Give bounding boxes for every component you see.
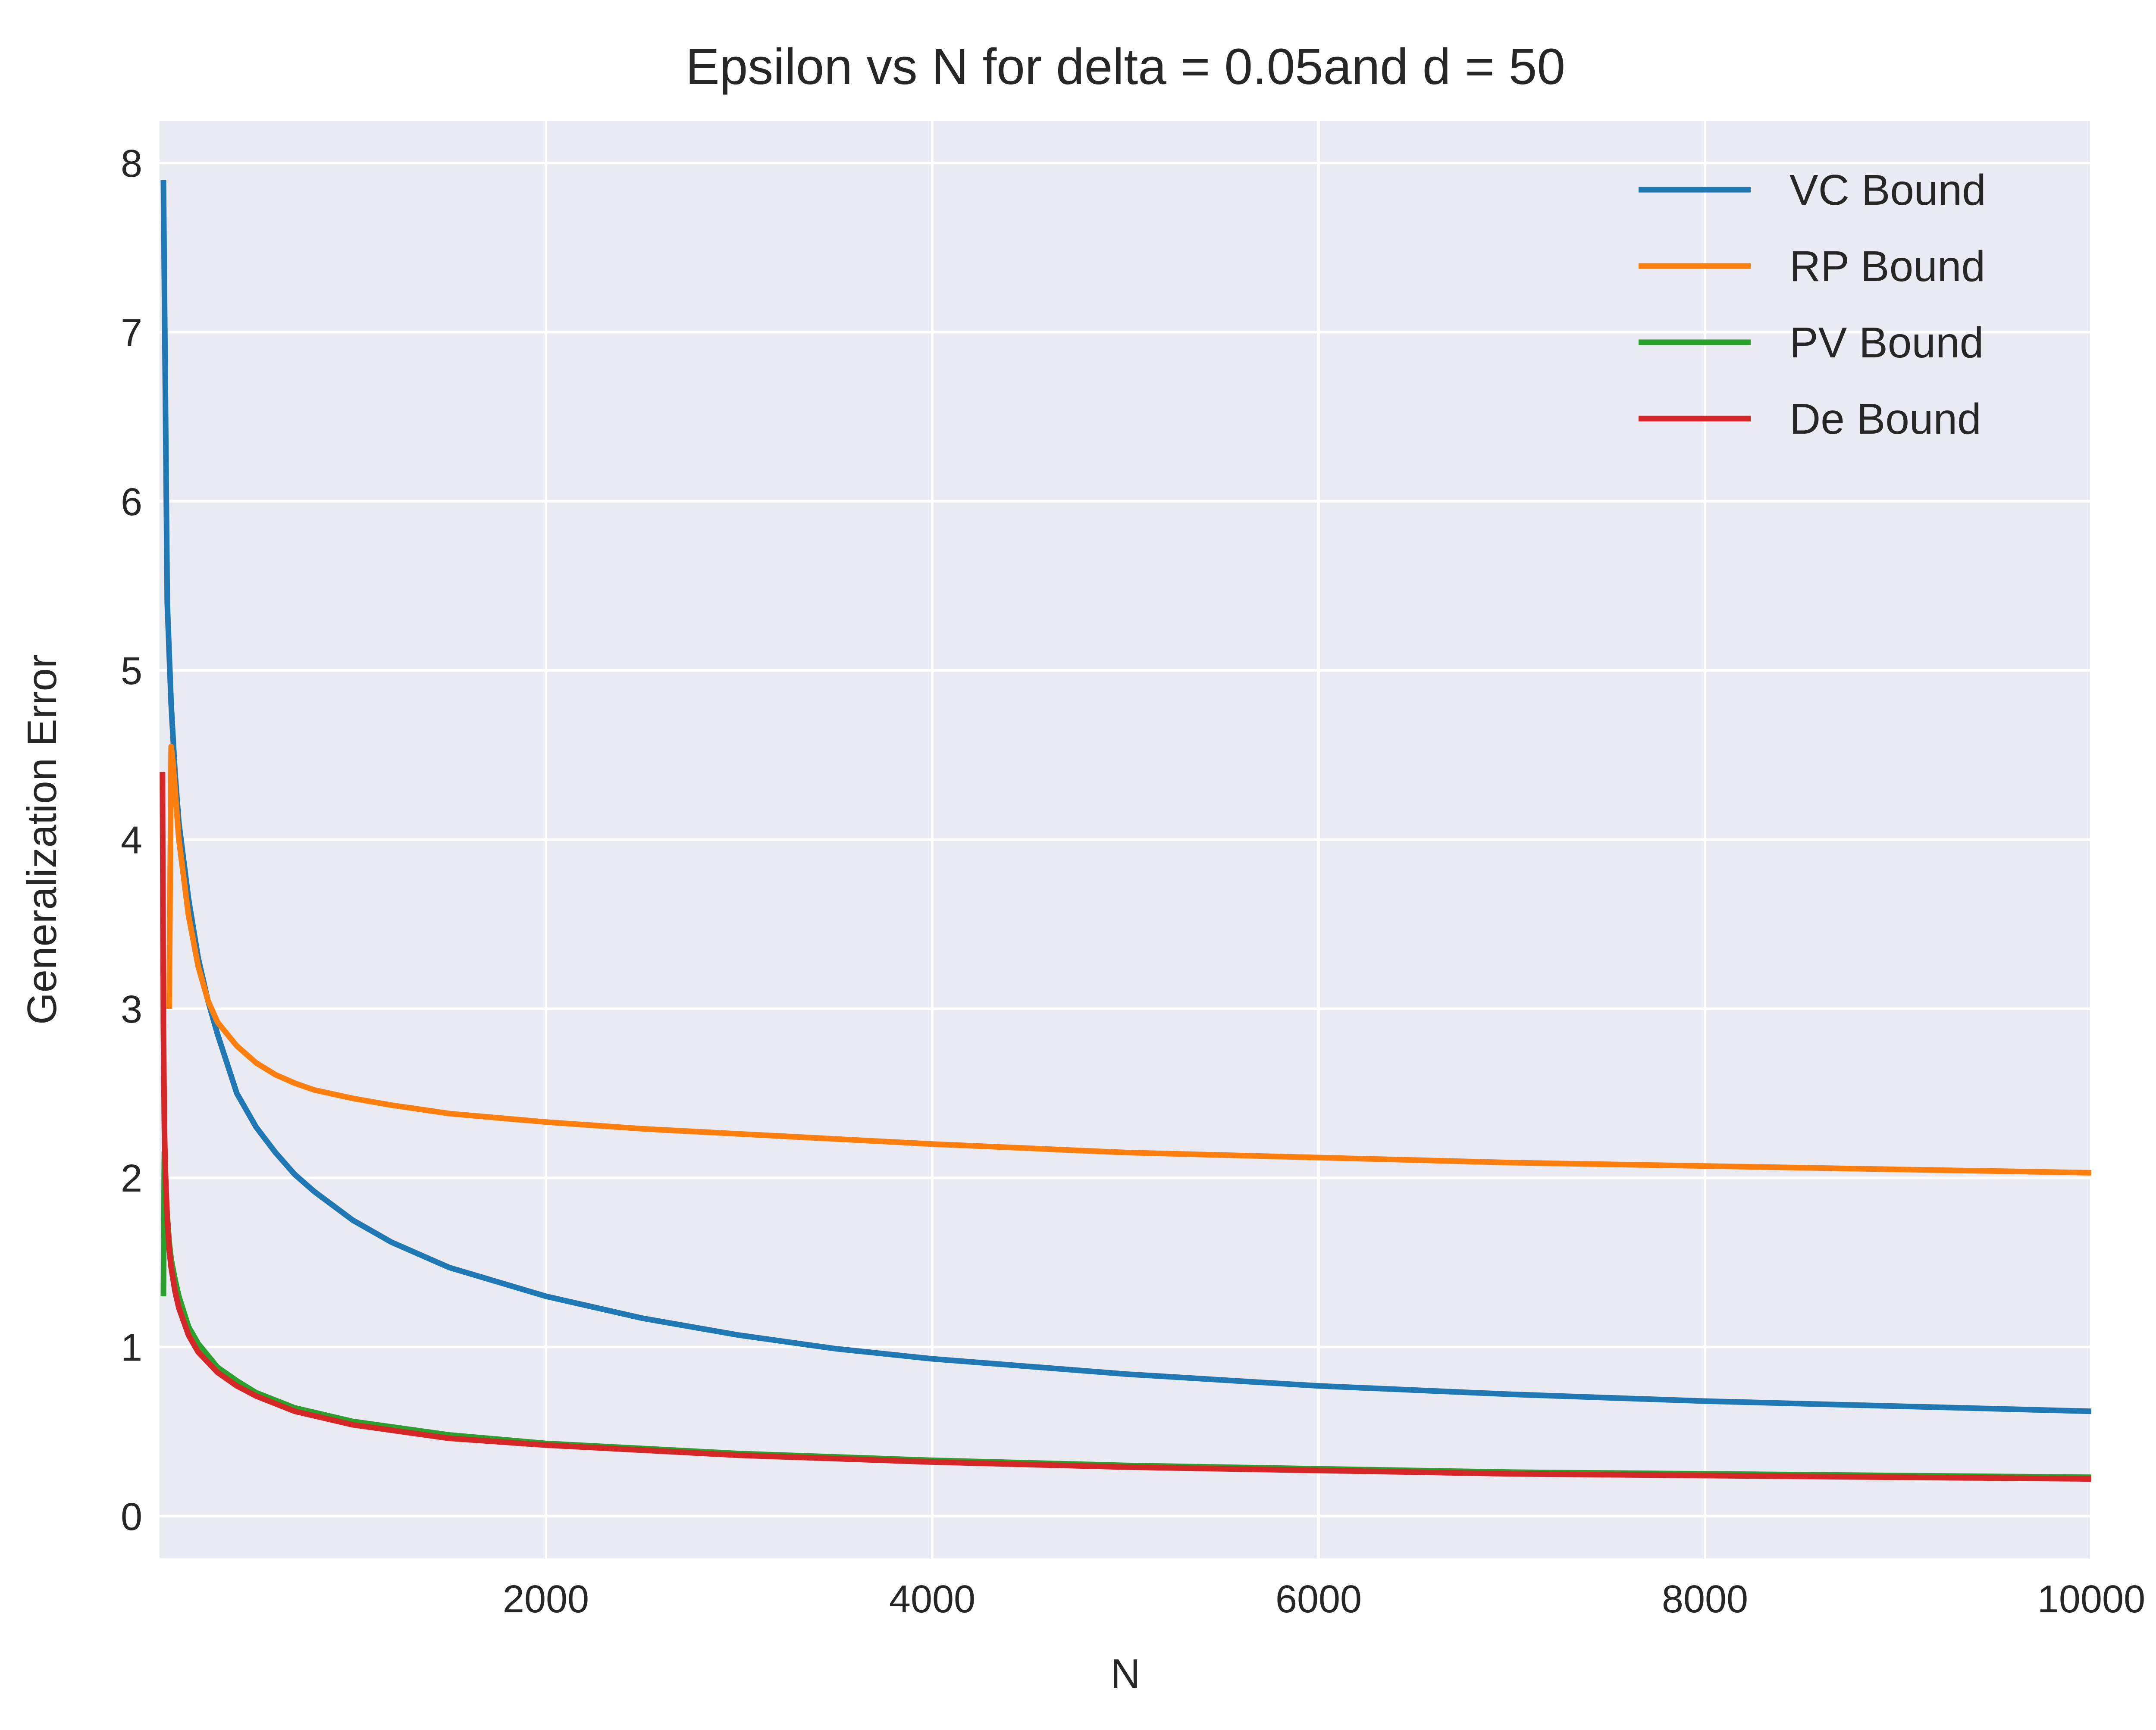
chart-title: Epsilon vs N for delta = 0.05and d = 50 xyxy=(686,38,1565,95)
legend-label-pv-bound: PV Bound xyxy=(1789,319,1984,367)
y-tick-label: 5 xyxy=(121,650,142,693)
series-layer xyxy=(160,180,2092,1482)
y-tick-label: 8 xyxy=(121,142,142,185)
x-axis-label: N xyxy=(1110,1651,1140,1697)
legend-label-rp-bound: RP Bound xyxy=(1789,242,1985,291)
legend-label-de-bound: De Bound xyxy=(1789,395,1981,443)
x-tick-label: 6000 xyxy=(1275,1578,1362,1621)
y-axis-label: Generalization Error xyxy=(19,654,65,1025)
y-tick-label: 6 xyxy=(121,481,142,524)
legend: VC Bound RP Bound PV Bound De Bound xyxy=(1639,166,1986,443)
grid xyxy=(160,121,2093,1558)
x-tick-labels: 2000 4000 6000 8000 10000 xyxy=(503,1578,2145,1621)
legend-label-vc-bound: VC Bound xyxy=(1789,166,1986,214)
y-tick-label: 4 xyxy=(121,819,142,862)
y-tick-label: 1 xyxy=(121,1326,142,1370)
series-line-rp-bound xyxy=(166,744,2092,1176)
y-tick-label: 0 xyxy=(121,1495,142,1539)
y-tick-labels: 0 1 2 3 4 5 6 7 8 xyxy=(121,142,142,1539)
y-tick-label: 2 xyxy=(121,1157,142,1200)
series-line-de-bound xyxy=(160,772,2092,1482)
x-tick-label: 4000 xyxy=(889,1578,975,1621)
x-tick-label: 8000 xyxy=(1662,1578,1748,1621)
x-tick-label: 2000 xyxy=(503,1578,589,1621)
y-tick-label: 3 xyxy=(121,988,142,1031)
y-tick-label: 7 xyxy=(121,311,142,354)
x-tick-label: 10000 xyxy=(2037,1578,2145,1621)
